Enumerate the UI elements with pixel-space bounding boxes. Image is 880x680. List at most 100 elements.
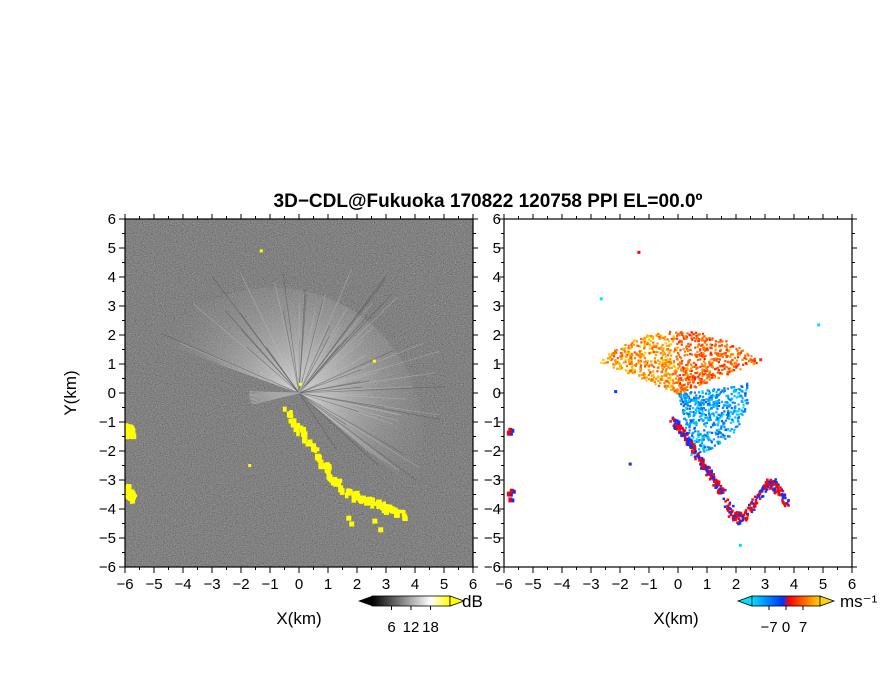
velocity-pixel xyxy=(681,411,685,414)
velocity-pixel xyxy=(701,373,705,376)
velocity-pixel xyxy=(704,422,707,425)
velocity-pixel xyxy=(716,400,719,403)
velocity-pixel xyxy=(699,444,702,447)
velocity-pixel xyxy=(672,364,675,367)
velocity-pixel xyxy=(763,484,766,487)
velocity-pixel xyxy=(683,437,687,441)
velocity-pixel xyxy=(629,353,632,356)
velocity-pixel xyxy=(699,358,702,361)
right-axis-ticks xyxy=(498,214,857,573)
velocity-pixel xyxy=(669,388,673,391)
velocity-pixel xyxy=(742,403,745,406)
velocity-pixel xyxy=(728,403,731,406)
velocity-pixel xyxy=(630,346,633,349)
velocity-pixel xyxy=(745,362,748,365)
highlight-pixel xyxy=(317,459,324,463)
velocity-pixel xyxy=(638,361,641,364)
velocity-pixel xyxy=(694,398,698,402)
velocity-pixel xyxy=(671,417,675,421)
velocity-pixel xyxy=(703,423,706,426)
velocity-pixel xyxy=(721,369,724,372)
ray xyxy=(298,351,439,394)
velocity-pixel xyxy=(729,361,732,364)
velocity-pixel xyxy=(722,423,725,426)
velocity-pixel xyxy=(752,363,755,366)
velocity-pixel xyxy=(706,433,709,436)
velocity-pixel xyxy=(695,410,698,413)
velocity-pixel xyxy=(669,343,672,346)
velocity-pixel xyxy=(689,343,692,346)
x-tick-label: 0 xyxy=(674,576,682,593)
velocity-pixel xyxy=(731,401,734,404)
velocity-pixel xyxy=(741,410,744,413)
x-tick-label: 1 xyxy=(324,576,332,593)
velocity-pixel xyxy=(728,506,731,510)
ray xyxy=(298,392,394,425)
velocity-pixel xyxy=(693,412,696,416)
ray xyxy=(298,336,330,394)
velocity-pixel xyxy=(741,390,744,393)
highlight-pixel xyxy=(358,498,363,503)
velocity-pixel xyxy=(706,389,709,392)
ray xyxy=(298,392,338,451)
velocity-pixel xyxy=(685,433,688,436)
velocity-pixel xyxy=(697,419,701,422)
velocity-pixel xyxy=(735,410,738,413)
velocity-pixel xyxy=(693,442,696,445)
right-panel: −6 −5 −4 −3 −2 −1 0 1 2 3 4 5 6 −6 −5 −4 −3 −2 −1 0 1 2 3 4 5 6 X… xyxy=(484,211,857,628)
velocity-pixel xyxy=(737,387,740,391)
velocity-pixel xyxy=(718,392,721,395)
velocity-pixel xyxy=(709,418,712,421)
velocity-pixel xyxy=(697,454,701,458)
velocity-pixel xyxy=(632,340,635,343)
velocity-pixel xyxy=(745,357,748,361)
velocity-pixel xyxy=(698,395,702,398)
velocity-pixel xyxy=(690,369,693,373)
velocity-pixel xyxy=(664,363,667,366)
velocity-pixel xyxy=(692,398,696,401)
velocity-pixel xyxy=(724,351,727,355)
x-tick-label: 0 xyxy=(295,576,303,593)
velocity-pixel xyxy=(675,349,678,352)
highlight-pixel xyxy=(248,464,252,467)
velocity-pixel xyxy=(744,399,747,402)
velocity-pixel xyxy=(779,489,782,492)
velocity-pixel xyxy=(615,351,618,354)
velocity-pixel xyxy=(714,343,717,346)
velocity-pixel xyxy=(716,366,720,369)
highlight-pixel xyxy=(336,478,343,483)
velocity-pixel xyxy=(717,413,720,416)
y-tick-label: −3 xyxy=(99,472,116,489)
ray xyxy=(298,392,347,418)
velocity-pixel xyxy=(685,345,688,348)
velocity-pixel xyxy=(727,396,730,399)
velocity-pixel xyxy=(729,429,732,432)
velocity-pixel xyxy=(662,347,665,350)
velocity-pixel xyxy=(722,436,725,439)
velocity-pixel xyxy=(612,355,616,358)
velocity-pixel xyxy=(661,352,665,355)
velocity-pixel xyxy=(772,489,775,492)
velocity-pixel xyxy=(619,365,622,368)
x-tick-label: 3 xyxy=(761,576,769,593)
velocity-pixel xyxy=(639,367,642,370)
right-y-tick-label: −5 xyxy=(484,530,501,547)
velocity-pixel xyxy=(678,365,681,368)
highlight-pixel xyxy=(388,505,392,513)
velocity-pixel xyxy=(705,343,708,346)
highlight-pixel xyxy=(294,424,301,429)
y-tick-label: −5 xyxy=(99,530,116,547)
ray xyxy=(274,282,300,394)
velocity-pixel xyxy=(746,514,750,517)
highlight-pixel xyxy=(309,439,313,444)
highlight-pixel xyxy=(395,511,400,518)
velocity-pixel xyxy=(740,412,743,415)
velocity-pixel xyxy=(729,346,732,349)
velocity-pixel xyxy=(733,361,736,364)
velocity-pixel xyxy=(667,381,671,384)
velocity-pixel xyxy=(619,355,622,358)
velocity-pixel xyxy=(743,354,747,357)
ray xyxy=(298,392,417,481)
velocity-pixel xyxy=(728,510,731,514)
velocity-pixel xyxy=(708,338,712,341)
